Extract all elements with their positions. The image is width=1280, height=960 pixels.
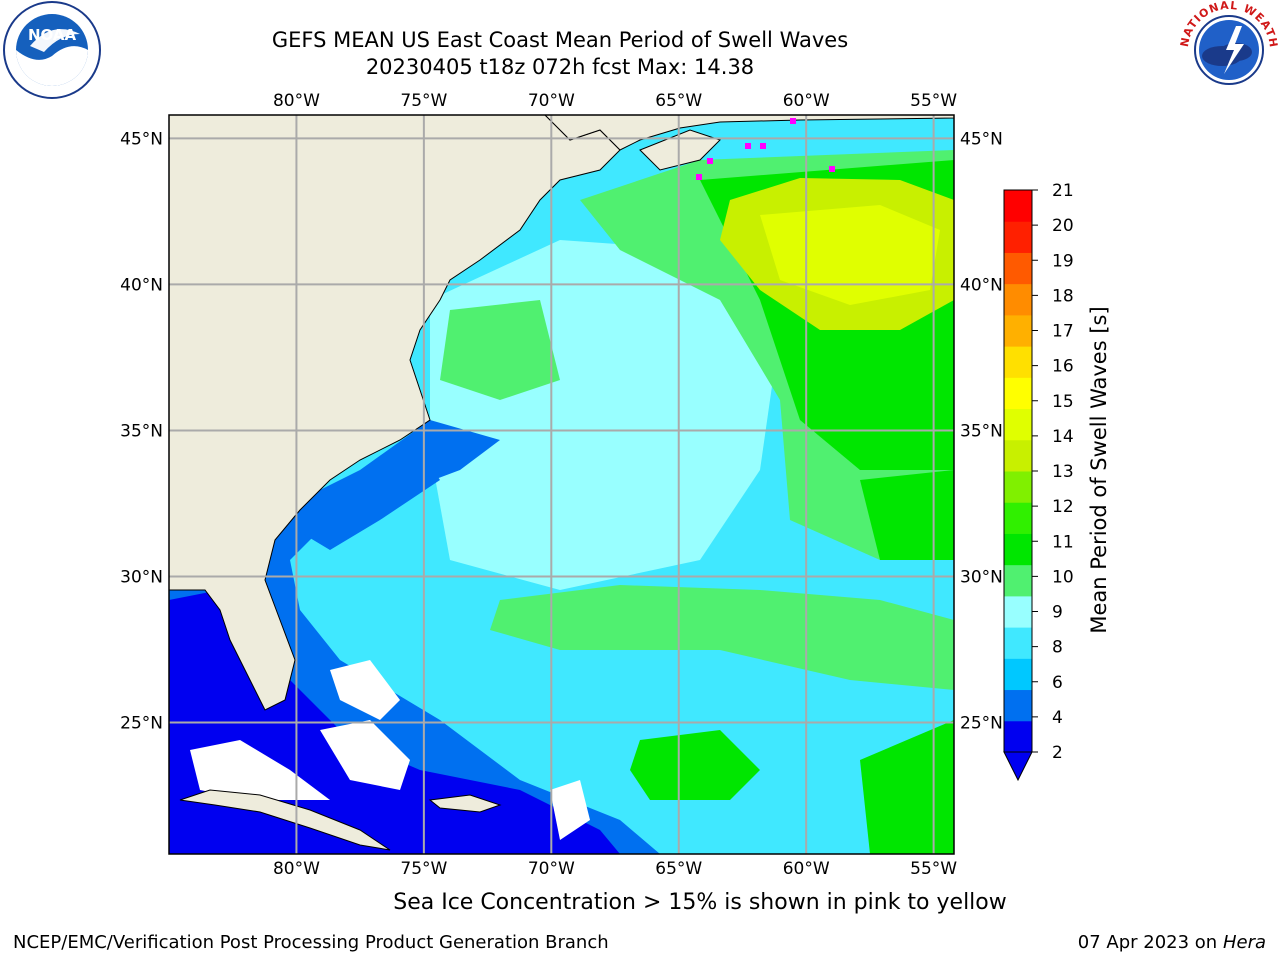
bahamas-nodata-2 [320, 720, 410, 790]
sea-ice-marker [829, 166, 835, 172]
colorbar-segment [1004, 190, 1032, 222]
colorbar: 21 20 19 18 17 16 15 14 13 12 11 10 9 8 6 4 2 [1003, 181, 1074, 782]
lon-tick-label: 80°W [273, 91, 320, 111]
colorbar-tick-label: 21 [1052, 181, 1074, 201]
lat-tick-label: 35°N [960, 421, 1003, 441]
lat-tick-label: 25°N [960, 714, 1003, 734]
footer-host: Hera [1222, 932, 1266, 953]
map-frame [168, 114, 955, 855]
chart-title: GEFS MEAN US East Coast Mean Period of S… [271, 28, 849, 52]
lon-labels-top: 80°W 75°W 70°W 65°W 60°W 55°W [273, 91, 957, 111]
footer-date-text: 07 Apr 2023 on [1077, 932, 1223, 953]
hispaniola-outline [428, 794, 502, 813]
colorbar-tick-label: 10 [1052, 567, 1074, 587]
swell-region-green-se [860, 470, 954, 560]
swell-region-green-e [860, 720, 954, 854]
colorbar-segment [1004, 252, 1032, 285]
swell-region-green-south-core [630, 730, 760, 800]
swell-region-yellow-core [760, 205, 940, 305]
sea-ice-marker [760, 143, 766, 149]
lat-tick-label: 45°N [120, 129, 163, 149]
colorbar-segment [1004, 346, 1032, 378]
colorbar-segment [1004, 471, 1032, 503]
lat-tick-label: 40°N [120, 275, 163, 295]
colorbar-tick-label: 8 [1052, 638, 1063, 658]
colorbar-segment [1004, 720, 1032, 753]
cuba-outline [179, 789, 391, 851]
lon-tick-label: 75°W [400, 859, 447, 879]
swell-region-green-south [490, 585, 954, 690]
colorbar-segment [1004, 408, 1032, 441]
lat-labels-right: 45°N 40°N 35°N 30°N 25°N [960, 129, 1003, 733]
colorbar-segment [1004, 658, 1032, 691]
colorbar-label: Mean Period of Swell Waves [s] [1087, 306, 1111, 633]
sea-ice-marker [745, 143, 751, 149]
lon-tick-label: 70°W [528, 859, 575, 879]
noaa-logo-text: NOAA [28, 26, 77, 44]
bahamas-nodata [330, 660, 400, 720]
colorbar-segment [1004, 533, 1032, 566]
lon-tick-label: 75°W [400, 91, 447, 111]
colorbar-segment [1004, 221, 1032, 253]
colorbar-tick-label: 20 [1052, 216, 1074, 236]
colorbar-tick-label: 4 [1052, 708, 1063, 728]
cuba-nodata [190, 740, 330, 800]
graticule [169, 115, 954, 854]
colorbar-segment [1004, 595, 1032, 628]
lat-tick-label: 30°N [120, 568, 163, 588]
colorbar-segment [1004, 564, 1032, 597]
colorbar-tick-label: 13 [1052, 462, 1074, 482]
colorbar-segment [1004, 377, 1032, 410]
colorbar-tick-label: 2 [1052, 743, 1063, 763]
colorbar-tick-label: 11 [1052, 532, 1074, 552]
map-field [169, 115, 954, 854]
swell-region-green-west [440, 300, 560, 400]
colorbar-tick-label: 19 [1052, 251, 1074, 271]
colorbar-tick-label: 12 [1052, 497, 1074, 517]
lat-tick-label: 25°N [120, 714, 163, 734]
lon-tick-label: 70°W [528, 91, 575, 111]
colorbar-tick-label: 14 [1052, 427, 1074, 447]
sea-ice-note: Sea Ice Concentration > 15% is shown in … [393, 890, 1007, 915]
colorbar-tick-label: 17 [1052, 322, 1074, 342]
hispaniola-nodata [550, 780, 590, 840]
colorbar-tick-label: 6 [1052, 673, 1063, 693]
sea-ice-marker [790, 118, 796, 124]
colorbar-segment [1004, 439, 1032, 472]
lon-tick-label: 65°W [655, 859, 702, 879]
colorbar-segment [1004, 314, 1032, 347]
colorbar-segment [1004, 689, 1032, 722]
lon-tick-label: 80°W [273, 859, 320, 879]
lat-tick-label: 45°N [960, 129, 1003, 149]
coastal-band-light [280, 450, 440, 550]
lat-labels-left: 45°N 40°N 35°N 30°N 25°N [120, 129, 163, 733]
lon-tick-label: 60°W [783, 91, 830, 111]
lat-tick-label: 40°N [960, 275, 1003, 295]
colorbar-tick-label: 18 [1052, 286, 1074, 306]
lon-tick-label: 55°W [910, 859, 957, 879]
lon-labels-bottom: 80°W 75°W 70°W 65°W 60°W 55°W [273, 859, 957, 879]
colorbar-tick-label: 16 [1052, 357, 1074, 377]
nws-logo: NATIONAL WEATHER SERVICE [1173, 0, 1280, 100]
colorbar-tick-label: 15 [1052, 392, 1074, 412]
colorbar-tick-label: 9 [1052, 603, 1063, 623]
noaa-logo: NOAA [0, 0, 104, 100]
sea-ice-marker [707, 158, 713, 164]
chart-subtitle: 20230405 t18z 072h fcst Max: 14.38 [365, 55, 755, 79]
lat-tick-label: 30°N [960, 568, 1003, 588]
nova-scotia-land [639, 129, 721, 171]
footer-credit: NCEP/EMC/Verification Post Processing Pr… [13, 932, 609, 953]
colorbar-segment [1004, 502, 1032, 534]
sea-ice-marker [696, 174, 702, 180]
lon-tick-label: 60°W [783, 859, 830, 879]
colorbar-segment [1004, 283, 1032, 316]
colorbar-under-arrow [1003, 751, 1033, 782]
colorbar-segment [1004, 627, 1032, 659]
lat-tick-label: 35°N [120, 421, 163, 441]
footer-date: 07 Apr 2023 on Hera [1078, 932, 1266, 953]
lon-tick-label: 65°W [655, 91, 702, 111]
lon-tick-label: 55°W [910, 91, 957, 111]
canada-north-land [544, 115, 954, 151]
